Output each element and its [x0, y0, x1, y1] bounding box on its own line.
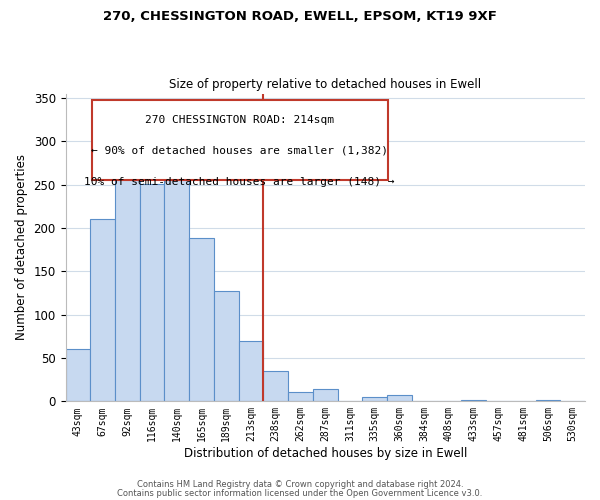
Bar: [189, 238, 214, 402]
Y-axis label: Number of detached properties: Number of detached properties: [15, 154, 28, 340]
Bar: [65, 350, 90, 402]
Bar: [461, 400, 486, 402]
FancyBboxPatch shape: [92, 100, 388, 180]
Bar: [536, 400, 560, 402]
X-axis label: Distribution of detached houses by size in Ewell: Distribution of detached houses by size …: [184, 447, 467, 460]
Title: Size of property relative to detached houses in Ewell: Size of property relative to detached ho…: [169, 78, 481, 91]
Bar: [164, 166, 189, 402]
Text: 270, CHESSINGTON ROAD, EWELL, EPSOM, KT19 9XF: 270, CHESSINGTON ROAD, EWELL, EPSOM, KT1…: [103, 10, 497, 23]
Text: 10% of semi-detached houses are larger (148) →: 10% of semi-detached houses are larger (…: [85, 176, 395, 186]
Text: ← 90% of detached houses are smaller (1,382): ← 90% of detached houses are smaller (1,…: [91, 146, 388, 156]
Bar: [90, 220, 115, 402]
Bar: [362, 397, 387, 402]
Text: 270 CHESSINGTON ROAD: 214sqm: 270 CHESSINGTON ROAD: 214sqm: [145, 115, 334, 125]
Bar: [214, 291, 239, 402]
Bar: [239, 340, 263, 402]
Bar: [313, 389, 338, 402]
Bar: [115, 158, 140, 402]
Bar: [140, 184, 164, 402]
Bar: [263, 371, 288, 402]
Bar: [387, 396, 412, 402]
Bar: [288, 392, 313, 402]
Text: Contains public sector information licensed under the Open Government Licence v3: Contains public sector information licen…: [118, 488, 482, 498]
Text: Contains HM Land Registry data © Crown copyright and database right 2024.: Contains HM Land Registry data © Crown c…: [137, 480, 463, 489]
